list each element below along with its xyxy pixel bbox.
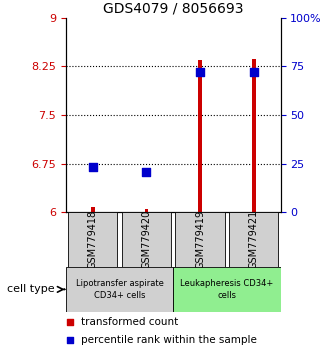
Bar [176, 212, 225, 267]
Bar [68, 212, 117, 267]
Bar [173, 267, 280, 312]
Text: Lipotransfer aspirate
CD34+ cells: Lipotransfer aspirate CD34+ cells [76, 279, 164, 300]
Text: GSM779419: GSM779419 [195, 210, 205, 269]
Bar [66, 267, 173, 312]
Text: GSM779418: GSM779418 [88, 210, 98, 269]
Text: Leukapheresis CD34+
cells: Leukapheresis CD34+ cells [180, 279, 274, 300]
Point [68, 320, 73, 325]
Point [90, 164, 95, 170]
Point [144, 169, 149, 175]
Point [68, 337, 73, 342]
Bar [122, 212, 171, 267]
Bar [229, 212, 279, 267]
Bar [198, 60, 202, 212]
Bar [145, 209, 148, 212]
Text: GSM779421: GSM779421 [249, 210, 259, 269]
Bar [252, 59, 255, 212]
Text: percentile rank within the sample: percentile rank within the sample [81, 335, 257, 344]
Text: GSM779420: GSM779420 [142, 210, 151, 269]
Bar [91, 207, 95, 212]
Text: cell type: cell type [7, 284, 54, 295]
Point [251, 69, 256, 74]
Text: transformed count: transformed count [81, 318, 178, 327]
Title: GDS4079 / 8056693: GDS4079 / 8056693 [103, 1, 244, 15]
Point [197, 69, 203, 74]
